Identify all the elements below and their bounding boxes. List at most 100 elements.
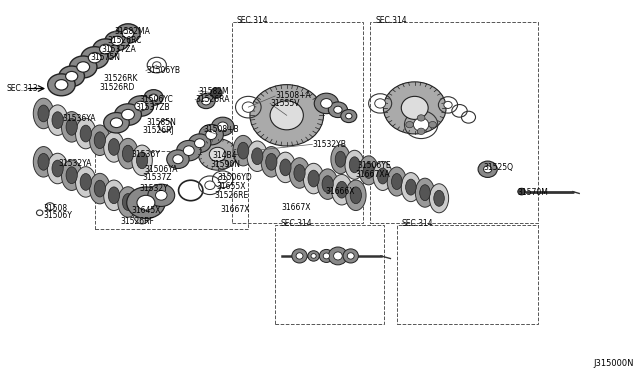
Text: 31506Y: 31506Y (44, 211, 72, 220)
Text: SEC.314: SEC.314 (402, 219, 433, 228)
Ellipse shape (275, 152, 296, 183)
Ellipse shape (345, 150, 364, 179)
Ellipse shape (116, 24, 140, 43)
Ellipse shape (104, 180, 124, 211)
Text: 31582M: 31582M (198, 87, 229, 96)
Text: SEC.313: SEC.313 (6, 84, 38, 93)
Ellipse shape (173, 155, 183, 164)
Ellipse shape (343, 249, 358, 263)
Text: 31532YB: 31532YB (312, 140, 346, 149)
Text: 31526RE: 31526RE (214, 191, 249, 200)
Text: 31506YB: 31506YB (146, 66, 180, 75)
Ellipse shape (111, 36, 123, 46)
Ellipse shape (122, 145, 134, 162)
Ellipse shape (317, 169, 338, 199)
Ellipse shape (189, 134, 211, 153)
Ellipse shape (77, 62, 90, 72)
Ellipse shape (144, 90, 163, 105)
Text: 31506YD: 31506YD (218, 173, 252, 182)
Text: 31506YE: 31506YE (357, 161, 391, 170)
Ellipse shape (122, 193, 134, 211)
Ellipse shape (270, 101, 303, 130)
Ellipse shape (202, 97, 211, 105)
Ellipse shape (387, 167, 406, 196)
Ellipse shape (341, 109, 357, 123)
Ellipse shape (364, 163, 374, 178)
Ellipse shape (289, 158, 310, 188)
Ellipse shape (69, 56, 97, 78)
Ellipse shape (47, 74, 76, 96)
Bar (232, 22, 363, 223)
Ellipse shape (303, 163, 324, 194)
Text: 31537ZA: 31537ZA (101, 45, 136, 54)
Ellipse shape (266, 153, 277, 170)
Ellipse shape (294, 164, 305, 182)
Text: SEC.314: SEC.314 (375, 16, 406, 25)
Ellipse shape (94, 180, 106, 197)
Bar (95, 151, 248, 229)
Text: 31590N: 31590N (210, 160, 240, 169)
Text: 31526RC: 31526RC (108, 36, 142, 45)
Ellipse shape (47, 105, 68, 135)
Ellipse shape (52, 112, 63, 129)
Ellipse shape (308, 170, 319, 187)
Ellipse shape (218, 122, 228, 131)
Text: 31532YA: 31532YA (59, 159, 92, 168)
Ellipse shape (52, 160, 63, 177)
Text: 31506YC: 31506YC (140, 95, 173, 104)
Ellipse shape (108, 138, 120, 155)
Ellipse shape (334, 106, 342, 113)
Ellipse shape (177, 141, 201, 161)
Text: 31506YA: 31506YA (144, 165, 177, 174)
Ellipse shape (319, 249, 333, 263)
Ellipse shape (206, 130, 216, 140)
Text: 31667X: 31667X (221, 205, 250, 214)
Ellipse shape (413, 118, 429, 131)
Text: 31537ZB: 31537ZB (136, 103, 170, 112)
Ellipse shape (199, 125, 223, 145)
Text: 31585N: 31585N (146, 118, 176, 127)
Ellipse shape (322, 176, 333, 193)
Ellipse shape (242, 102, 255, 112)
Ellipse shape (198, 139, 237, 170)
Ellipse shape (100, 44, 112, 54)
Ellipse shape (118, 187, 138, 217)
Ellipse shape (94, 132, 106, 149)
Ellipse shape (415, 178, 435, 207)
Ellipse shape (132, 145, 152, 176)
Ellipse shape (311, 254, 316, 258)
Ellipse shape (328, 102, 348, 118)
Ellipse shape (150, 94, 157, 101)
Text: 31667X: 31667X (282, 203, 311, 212)
Ellipse shape (261, 147, 282, 177)
Ellipse shape (484, 166, 492, 173)
Text: 31645X: 31645X (131, 206, 161, 215)
Ellipse shape (328, 247, 348, 265)
Text: 31526RA: 31526RA (195, 95, 230, 104)
Ellipse shape (132, 193, 152, 224)
Ellipse shape (417, 128, 425, 135)
Ellipse shape (136, 152, 148, 169)
Text: 31508+A: 31508+A (275, 92, 311, 100)
Text: 31582MA: 31582MA (114, 27, 150, 36)
Text: 31508+B: 31508+B (204, 125, 239, 134)
Ellipse shape (153, 62, 161, 68)
Ellipse shape (110, 118, 123, 128)
Ellipse shape (38, 153, 49, 170)
Ellipse shape (335, 151, 346, 167)
Ellipse shape (296, 253, 303, 259)
Ellipse shape (66, 167, 77, 184)
Text: 31537Z: 31537Z (142, 173, 172, 182)
Ellipse shape (333, 252, 342, 260)
Text: 31525Q: 31525Q (483, 163, 513, 172)
Ellipse shape (378, 168, 388, 184)
Bar (397, 225, 538, 324)
Ellipse shape (406, 179, 416, 195)
Ellipse shape (127, 187, 165, 219)
Text: 31575N: 31575N (91, 53, 121, 62)
Ellipse shape (429, 184, 449, 213)
Ellipse shape (93, 39, 118, 60)
Ellipse shape (401, 96, 428, 119)
Ellipse shape (76, 167, 96, 197)
Ellipse shape (359, 156, 378, 185)
